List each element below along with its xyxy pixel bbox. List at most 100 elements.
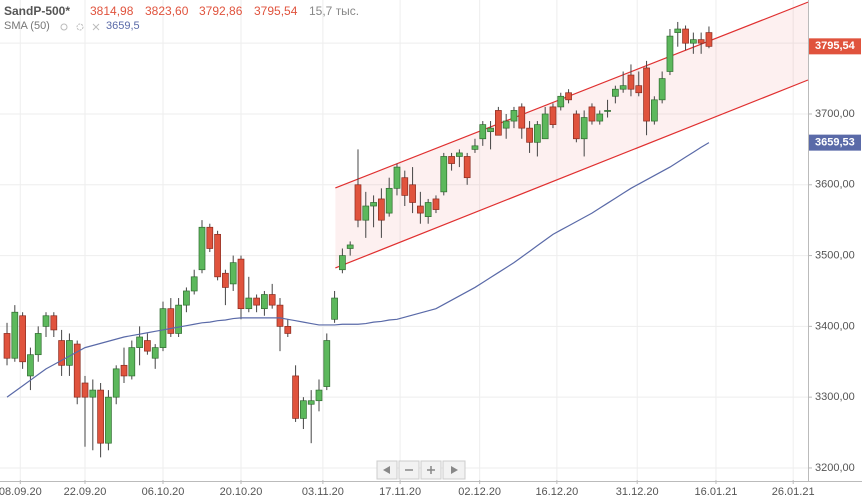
candle-body: [66, 340, 73, 366]
candle-body: [346, 244, 354, 249]
price-tag: [809, 38, 861, 55]
candle-body: [502, 120, 510, 129]
candle-body: [307, 400, 315, 405]
candle-body: [627, 74, 635, 90]
candle-body: [690, 39, 697, 44]
y-tick-label: 3400,00: [815, 320, 855, 332]
high-value: 3823,60: [145, 4, 189, 18]
candle-body: [175, 304, 182, 334]
left-arrow-icon: [383, 466, 390, 474]
x-tick-label: 22.09.20: [64, 486, 107, 498]
volume: 15,7 тыс.: [309, 4, 359, 18]
candle-body: [183, 290, 190, 306]
candle-body: [300, 400, 307, 419]
candle-body: [42, 315, 50, 327]
candle-body: [268, 294, 276, 306]
x-tick-label: 03.11.20: [302, 486, 344, 498]
price-tag-label: 3795,54: [815, 40, 856, 52]
x-tick-label: 26.01.21: [772, 486, 815, 498]
x-tick-label: 08.09.20: [0, 486, 42, 498]
candle-body: [471, 145, 479, 150]
candle-body: [417, 205, 424, 214]
candle-body: [565, 92, 572, 101]
candle-body: [58, 340, 65, 366]
eye-icon[interactable]: [60, 23, 68, 31]
candle-body: [11, 311, 19, 359]
candle-body: [409, 184, 416, 203]
price-tag: [809, 134, 861, 151]
candle-body: [229, 262, 237, 285]
candle-body: [222, 272, 229, 288]
candle-body: [370, 202, 377, 207]
candle-body: [81, 382, 89, 398]
candle-body: [424, 202, 432, 217]
candle-body: [136, 336, 143, 348]
candle-body: [331, 297, 338, 320]
candle-body: [557, 95, 565, 108]
candle-body: [19, 315, 26, 363]
candle-body: [534, 124, 541, 143]
candle-body: [643, 67, 650, 122]
y-tick-label: 3500,00: [815, 249, 855, 261]
candle-body: [495, 110, 502, 136]
candle-body: [448, 156, 455, 164]
candle-body: [635, 85, 643, 94]
candle-body: [378, 198, 385, 221]
settings-icon[interactable]: [76, 23, 84, 31]
candle-body: [580, 117, 588, 140]
symbol: SandP-500*: [4, 4, 70, 18]
candle-body: [105, 396, 112, 444]
candle-body: [385, 187, 393, 214]
candle-body: [456, 152, 463, 157]
candle-body: [190, 276, 198, 292]
candle-body: [198, 226, 206, 271]
indicator-value: 3659,5: [106, 20, 140, 32]
channel-fill: [335, 2, 808, 268]
candle-body: [159, 308, 167, 348]
open-value: 3814,98: [90, 4, 134, 18]
candle-body: [167, 308, 175, 334]
candle-body: [214, 233, 221, 278]
candle-body: [253, 297, 260, 306]
candle-body: [588, 106, 596, 122]
low-value: 3792,86: [199, 4, 243, 18]
candle-body: [697, 39, 705, 44]
candle-body: [73, 343, 81, 398]
candle-body: [276, 304, 284, 327]
candle-body: [401, 177, 409, 196]
candle-body: [619, 85, 627, 90]
candle-body: [128, 347, 136, 377]
candle-body: [658, 78, 666, 101]
candle-body: [97, 389, 104, 444]
candle-body: [27, 354, 34, 377]
x-tick-label: 20.10.20: [220, 486, 263, 498]
candle-body: [34, 333, 42, 356]
candle-body: [237, 258, 245, 310]
candle-body: [549, 106, 557, 125]
candle-body: [112, 368, 120, 398]
indicator-name: SMA (50): [4, 20, 50, 32]
candle-body: [510, 110, 518, 122]
candle-body: [292, 375, 299, 419]
candle-body: [362, 205, 370, 221]
candle-body: [612, 88, 619, 97]
candle-body: [666, 35, 674, 72]
candle-body: [463, 156, 471, 179]
candle-body: [144, 340, 151, 352]
x-tick-label: 31.12.20: [616, 486, 659, 498]
candle-body: [245, 297, 253, 310]
candle-body: [432, 198, 440, 210]
candle-body: [705, 32, 713, 47]
close-icon[interactable]: [92, 23, 100, 31]
y-tick-label: 3600,00: [815, 179, 855, 191]
candle-body: [440, 156, 448, 193]
x-tick-label: 16.12.20: [535, 486, 578, 498]
candle-body: [120, 364, 128, 377]
candle-body: [339, 255, 346, 271]
channel-line: [335, 79, 809, 269]
x-tick-label: 16.01.21: [695, 486, 738, 498]
price-tag-label: 3659,53: [815, 137, 855, 149]
y-tick-label: 3700,00: [815, 108, 855, 120]
candle-body: [315, 389, 323, 402]
